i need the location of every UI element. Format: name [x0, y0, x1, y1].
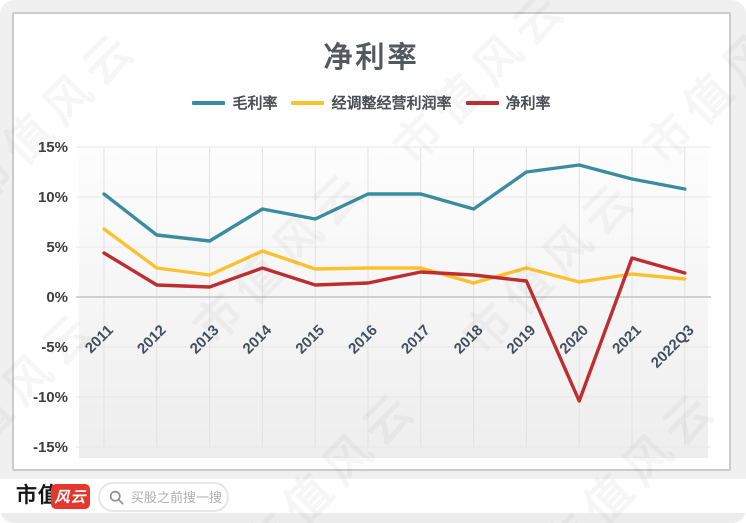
legend-label: 毛利率 [232, 94, 278, 112]
legend-swatch [291, 100, 325, 105]
chart-legend: 毛利率 经调整经营利润率 净利率 [14, 92, 729, 113]
plot-area-background [79, 147, 708, 458]
y-axis-label: 0% [46, 289, 68, 306]
legend-item-gross-margin: 毛利率 [192, 92, 277, 113]
brand-logo-badge: 风云 [51, 484, 90, 509]
legend-swatch [192, 100, 226, 105]
legend-label: 经调整经营利润率 [331, 94, 452, 112]
search-icon [109, 490, 124, 505]
y-axis-label: -10% [33, 389, 68, 406]
y-axis-label: -15% [33, 439, 68, 456]
y-axis-label: 15% [38, 139, 68, 156]
legend-swatch [465, 100, 499, 105]
chart-title: 净利率 [323, 40, 420, 74]
legend-label: 净利率 [505, 94, 551, 112]
y-axis-label: 10% [38, 189, 68, 206]
line-chart-plot: 15%10%5%0%-5%-10%-15%2011 2012 2013 2014 201… [33, 139, 711, 458]
search-box[interactable] [98, 482, 229, 512]
series-line-2 [102, 227, 687, 285]
series-line-3 [102, 251, 687, 403]
brand-logo-text: 市值 [16, 484, 60, 507]
search-input[interactable] [129, 488, 228, 506]
bottom-divider-strip [0, 513, 746, 523]
footer-bar: 市值 风云 [0, 479, 746, 513]
y-axis-label: 5% [46, 239, 68, 256]
legend-item-net-margin: 净利率 [465, 92, 551, 113]
chart-card: 净利率 毛利率 经调整经营利润率 净利率 15% 10% 5% 0% -5% -10% -1… [12, 12, 731, 471]
legend-item-adjusted-operating-margin: 经调整经营利润率 [291, 92, 452, 113]
series-line-1 [102, 163, 687, 243]
y-axis-label: -5% [41, 339, 68, 356]
